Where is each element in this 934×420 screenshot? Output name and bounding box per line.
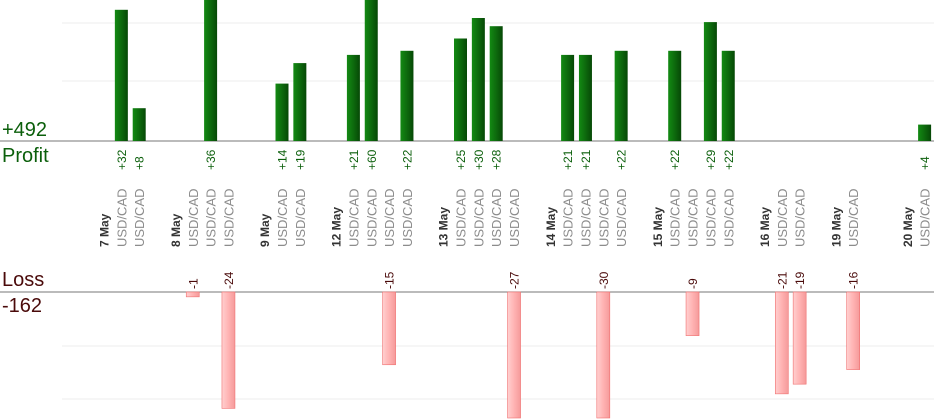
profit-value-label: +21 [579,149,593,170]
profit-value-label: +36 [204,149,218,170]
profit-bar [614,50,628,141]
pair-label: USD/CAD [793,188,808,247]
pair-label: USD/CAD [471,188,486,247]
loss-value-label: -30 [597,271,611,289]
pair-label: USD/CAD [918,188,933,247]
profit-bar [400,50,414,141]
loss-bar [846,291,861,370]
loss-value-label: -19 [793,271,807,289]
profit-value-label: +28 [490,149,504,170]
pair-label: USD/CAD [186,188,201,247]
pair-label: USD/CAD [114,188,129,247]
pair-label: USD/CAD [775,188,790,247]
profit-value-label: +32 [115,149,129,170]
profit-bar [578,54,592,141]
loss-value-label: -1 [186,278,200,289]
pair-label: USD/CAD [204,188,219,247]
pair-label: USD/CAD [132,188,147,247]
profit-bar [668,50,682,141]
profit-bar [721,50,735,141]
loss-bar [507,291,521,419]
date-label: 19 May [829,207,843,247]
pair-label: USD/CAD [507,188,522,247]
profit-value-label: +22 [615,149,629,170]
loss-value-label: -27 [508,271,522,289]
profit-bar [132,108,146,141]
pair-label: USD/CAD [596,188,611,247]
loss-total: -162 [2,295,43,317]
profit-value-label: +4 [918,156,932,170]
pair-label: USD/CAD [275,188,290,247]
loss-label: Loss [2,269,45,291]
profit-label: Profit [2,145,49,167]
profit-bar [346,54,360,141]
pair-label: USD/CAD [846,188,861,247]
pair-label: USD/CAD [221,188,236,247]
loss-bar [792,291,807,385]
date-label: 8 May [169,213,183,247]
pair-label: USD/CAD [668,188,683,247]
profit-bar [364,0,378,141]
profit-value-label: +30 [472,149,486,170]
pair-label: USD/CAD [400,188,415,247]
profit-value-label: +8 [133,156,147,170]
date-label: 16 May [758,207,772,247]
profit-bar [275,83,289,141]
loss-value-label: -24 [222,271,236,289]
profit-value-label: +14 [276,149,290,170]
profit-value-label: +22 [722,149,736,170]
date-label: 9 May [258,213,272,247]
profit-value-label: +21 [561,149,575,170]
profit-bar [471,18,485,141]
date-label: 20 May [901,207,915,247]
profit-value-label: +22 [400,149,414,170]
date-label: 12 May [330,207,344,247]
pair-label: USD/CAD [346,188,361,247]
pair-label: USD/CAD [686,188,701,247]
profit-value-label: +21 [347,149,361,170]
loss-bar [774,291,789,395]
pair-label: USD/CAD [454,188,469,247]
profit-value-label: +60 [365,149,379,170]
pair-label: USD/CAD [578,188,593,247]
pair-label: USD/CAD [614,188,629,247]
loss-value-label: -16 [847,271,861,289]
date-label: 7 May [98,213,112,247]
pair-label: USD/CAD [293,188,308,247]
profit-bar [918,124,932,141]
profit-value-label: +25 [454,149,468,170]
loss-bar [596,291,611,419]
date-label: 15 May [651,207,665,247]
pair-label: USD/CAD [364,188,379,247]
loss-value-label: -15 [383,271,397,289]
profit-bar [703,22,717,142]
profit-value-label: +29 [704,149,718,170]
profit-bar [454,38,467,141]
loss-bar [221,291,236,409]
profit-bar [204,0,218,141]
profit-bar [561,54,575,141]
profit-bar [489,26,503,142]
pair-label: USD/CAD [721,188,736,247]
profit-bar [114,9,128,141]
loss-value-label: -21 [775,271,789,289]
profit-bar [293,63,307,141]
loss-bar [685,291,700,336]
pair-label: USD/CAD [703,188,718,247]
pair-label: USD/CAD [382,188,397,247]
loss-bar [382,291,396,366]
loss-bar [185,291,200,298]
pair-label: USD/CAD [489,188,504,247]
loss-value-label: -9 [686,278,700,289]
profit-total: +492 [2,119,48,141]
date-label: 13 May [437,207,451,247]
profit-value-label: +19 [293,149,307,170]
date-label: 14 May [544,207,558,247]
pair-label: USD/CAD [561,188,576,247]
profit-value-label: +22 [668,149,682,170]
